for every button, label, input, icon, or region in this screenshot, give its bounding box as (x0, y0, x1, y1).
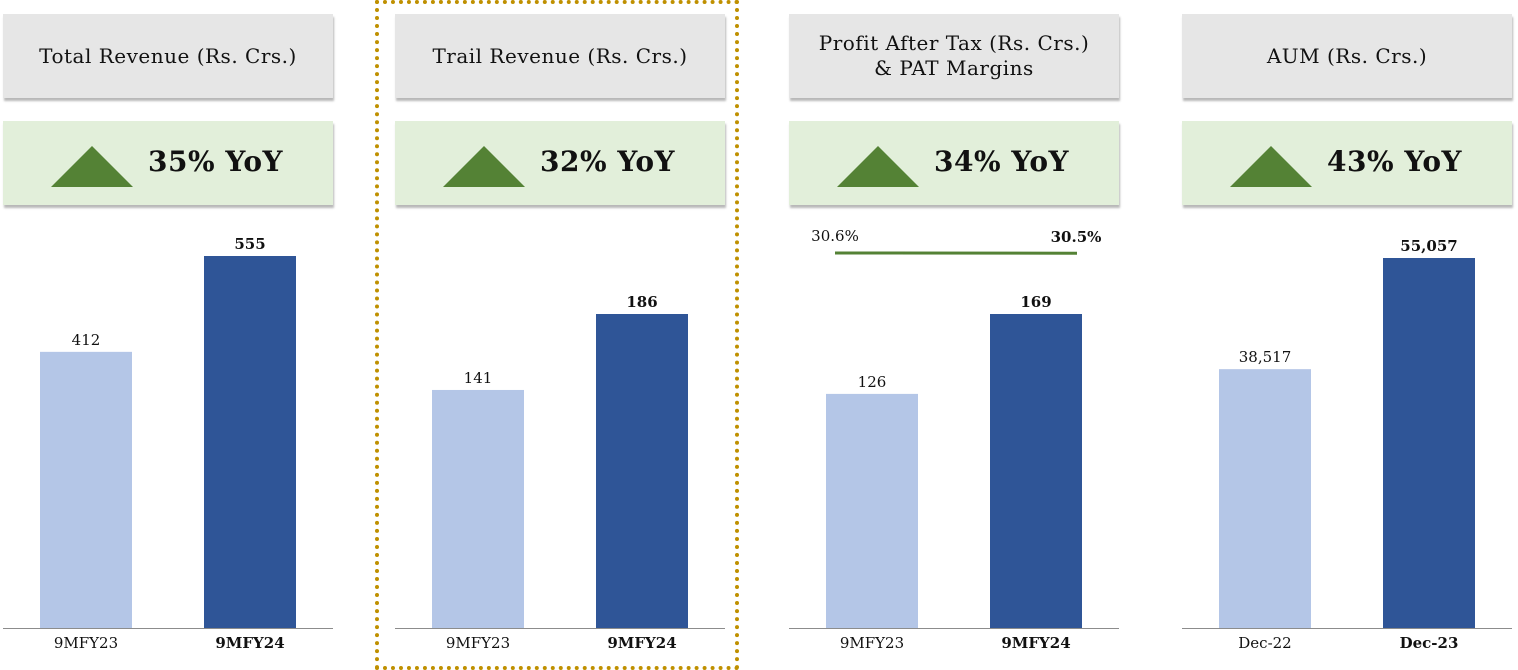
margin-label: 30.5% (1051, 228, 1102, 246)
margin-label: 30.6% (811, 227, 859, 245)
bar-dec-22 (1219, 369, 1311, 628)
data-label: 555 (234, 235, 265, 253)
bar-chart: 412 9MFY23 555 9MFY24 (3, 0, 333, 658)
data-label: 55,057 (1400, 237, 1457, 255)
data-label: 412 (72, 331, 101, 349)
category-label: 9MFY24 (215, 634, 284, 652)
bar-9mfy24 (990, 314, 1082, 628)
category-label: 9MFY24 (607, 634, 676, 652)
bar-9mfy24 (204, 256, 296, 628)
data-label: 186 (626, 293, 657, 311)
bar-dec-23 (1383, 258, 1475, 628)
data-label: 126 (858, 373, 887, 391)
bar-chart: 38,517 Dec-22 55,057 Dec-23 (1182, 0, 1512, 658)
category-label: Dec-23 (1400, 634, 1459, 652)
data-label: 38,517 (1239, 348, 1292, 366)
bar-9mfy23 (432, 390, 524, 628)
bar-9mfy24 (596, 314, 688, 628)
data-label: 141 (464, 369, 493, 387)
bar-9mfy23 (826, 394, 918, 628)
category-label: 9MFY23 (840, 634, 904, 652)
bar-chart: 141 9MFY23 186 9MFY24 (395, 0, 725, 658)
bar-9mfy23 (40, 352, 132, 628)
panel-profit-after-tax: Profit After Tax (Rs. Crs.) & PAT Margin… (789, 0, 1119, 658)
bar-chart: 126 9MFY23 169 9MFY24 30.6% 30.5% (789, 0, 1119, 658)
category-label: Dec-22 (1238, 634, 1291, 652)
category-label: 9MFY23 (54, 634, 118, 652)
data-label: 169 (1020, 293, 1051, 311)
category-label: 9MFY24 (1001, 634, 1070, 652)
category-label: 9MFY23 (446, 634, 510, 652)
